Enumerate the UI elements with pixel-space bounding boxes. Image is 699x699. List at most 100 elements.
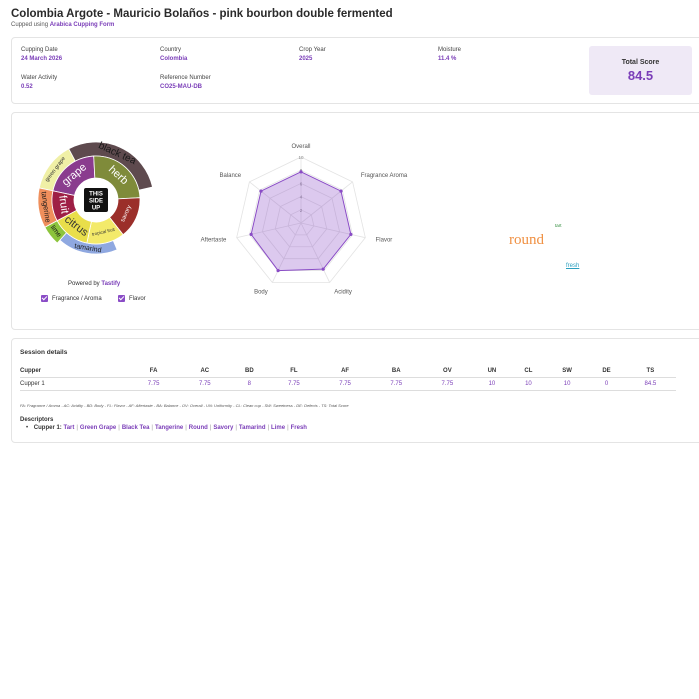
separator: | xyxy=(185,425,187,431)
checkbox-icon[interactable] xyxy=(118,295,125,302)
water-activity-value: 0.52 xyxy=(21,84,33,90)
column-header-de: DE xyxy=(588,365,625,378)
tastify-logo: Tastify xyxy=(101,281,121,287)
country-field: Country Colombia xyxy=(160,47,187,62)
word-round: round xyxy=(509,232,544,248)
water-activity-label: Water Activity xyxy=(21,75,58,81)
table-cell: 10 xyxy=(545,377,589,391)
column-header-bd: BD xyxy=(230,365,269,378)
radar-axis-label: Aftertaste xyxy=(201,238,227,244)
crop-year-value: 2025 xyxy=(299,56,313,62)
radar-grid-ring xyxy=(261,182,341,260)
wheel-inner-label: fruit xyxy=(56,195,70,215)
column-header-sw: SW xyxy=(545,365,589,378)
radar-point[interactable] xyxy=(349,232,353,236)
moisture-label: Moisture xyxy=(438,47,462,53)
radar-point[interactable] xyxy=(249,232,253,236)
table-cell: 7.75 xyxy=(128,377,180,391)
descriptor-item: Green Grape xyxy=(79,425,117,431)
radar-spoke xyxy=(249,181,302,224)
radar-grid-ring xyxy=(236,156,366,283)
table-cell: 7.75 xyxy=(268,377,320,391)
reference-value: CO25-MAU-DB xyxy=(160,84,202,90)
column-header-un: UN xyxy=(472,365,511,378)
separator: | xyxy=(151,425,153,431)
cupping-date-field: Cupping Date 24 March 2026 xyxy=(21,47,62,62)
table-cell: 10 xyxy=(472,377,511,391)
crop-year-field: Crop Year 2025 xyxy=(299,47,326,62)
moisture-field: Moisture 11.4 % xyxy=(438,47,461,62)
descriptor-item: Black Tea xyxy=(121,425,150,431)
moisture-value: 11.4 % xyxy=(438,56,457,62)
logo-text: UP xyxy=(92,206,100,212)
table-cell: 7.75 xyxy=(319,377,371,391)
radar-point[interactable] xyxy=(299,170,303,174)
table-cell: 10 xyxy=(510,377,546,391)
radar-tick-label: 2 xyxy=(300,208,303,213)
total-score-label: Total Score xyxy=(621,59,660,66)
separator: | xyxy=(76,425,78,431)
table-cell: 0 xyxy=(588,377,625,391)
info-card: Cupping Date 24 March 2026 Country Colom… xyxy=(11,37,699,104)
bullet: • xyxy=(26,425,29,431)
radar-point[interactable] xyxy=(321,267,325,271)
table-cell: 7.75 xyxy=(179,377,231,391)
charts-card: grape herb savory tropical fruit citrus fruit… xyxy=(11,112,699,330)
separator: | xyxy=(287,425,289,431)
wheel-outer-label: tangerine xyxy=(39,191,52,223)
column-header-fa: FA xyxy=(128,365,180,378)
word-fresh: fresh xyxy=(566,263,580,269)
radar-point[interactable] xyxy=(339,189,343,193)
legend-fragrance-aroma[interactable]: Fragrance / Aroma xyxy=(41,295,102,302)
cupped-prefix: Cupped using xyxy=(11,22,49,28)
radar-point[interactable] xyxy=(259,189,263,193)
wheel-inner-label: tropical fruit xyxy=(91,227,116,237)
reference-field: Reference Number CO25-MAU-DB xyxy=(160,75,211,90)
reference-label: Reference Number xyxy=(160,75,211,81)
session-title: Session details xyxy=(20,349,68,356)
legend-fragrance-aroma-label: Fragrance / Aroma xyxy=(52,295,102,302)
table-row: Cupper 1 7.75 7.75 8 7.75 7.75 7.75 7.75 10 10 10 0… xyxy=(20,377,676,391)
this-side-up-logo xyxy=(84,188,108,212)
crop-year-label: Crop Year xyxy=(299,47,326,53)
cupping-form-link[interactable]: Arabica Cupping Form xyxy=(49,22,115,28)
column-header-ts: TS xyxy=(624,365,676,378)
country-value: Colombia xyxy=(160,56,188,62)
radar-grid-ring xyxy=(249,169,353,271)
legend-flavor[interactable]: Flavor xyxy=(118,295,146,302)
separator: | xyxy=(267,425,270,431)
radar-grid-ring xyxy=(287,209,315,236)
radar-axis-label: Fragrance Aroma xyxy=(361,173,408,179)
descriptor-item: Savory xyxy=(213,425,234,431)
column-header-ov: OV xyxy=(421,365,473,378)
table-cell: 8 xyxy=(230,377,269,391)
total-score-box: Total Score 84.5 xyxy=(589,46,692,95)
descriptor-list: • Cupper 1: Tart | Green Grape | Black Tea | T… xyxy=(26,425,307,431)
column-header-ba: BA xyxy=(370,365,422,378)
radar-tick-label: 10 xyxy=(298,155,304,160)
descriptor-item: Fresh xyxy=(290,425,307,431)
descriptor-item: Round xyxy=(188,425,208,431)
separator: | xyxy=(209,425,212,431)
total-score-value: 84.5 xyxy=(627,68,654,83)
table-cell: 84.5 xyxy=(624,377,676,391)
cupping-date-value: 24 March 2026 xyxy=(21,56,63,62)
checkbox-icon[interactable] xyxy=(41,295,48,302)
radar-point[interactable] xyxy=(276,268,280,273)
descriptor-item: Tangerine xyxy=(154,425,184,431)
column-header-ac: AC xyxy=(179,365,231,378)
word-tart: tart xyxy=(555,223,562,228)
radar-series-area xyxy=(250,171,352,272)
radar-spoke xyxy=(236,222,302,239)
water-activity-field: Water Activity 0.52 xyxy=(21,75,57,90)
radar-axis-label: Balance xyxy=(219,173,241,179)
column-header-cl: CL xyxy=(510,365,546,378)
powered-by: Powered by Tastify xyxy=(68,281,120,287)
radar-tick-label: 6 xyxy=(300,181,303,186)
table-cell: 7.75 xyxy=(421,377,473,391)
separator: | xyxy=(118,425,120,431)
descriptor-item: Tart xyxy=(63,425,75,431)
descriptors-title: Descriptors xyxy=(20,417,54,423)
radar-axis-label: Acidity xyxy=(334,290,352,296)
